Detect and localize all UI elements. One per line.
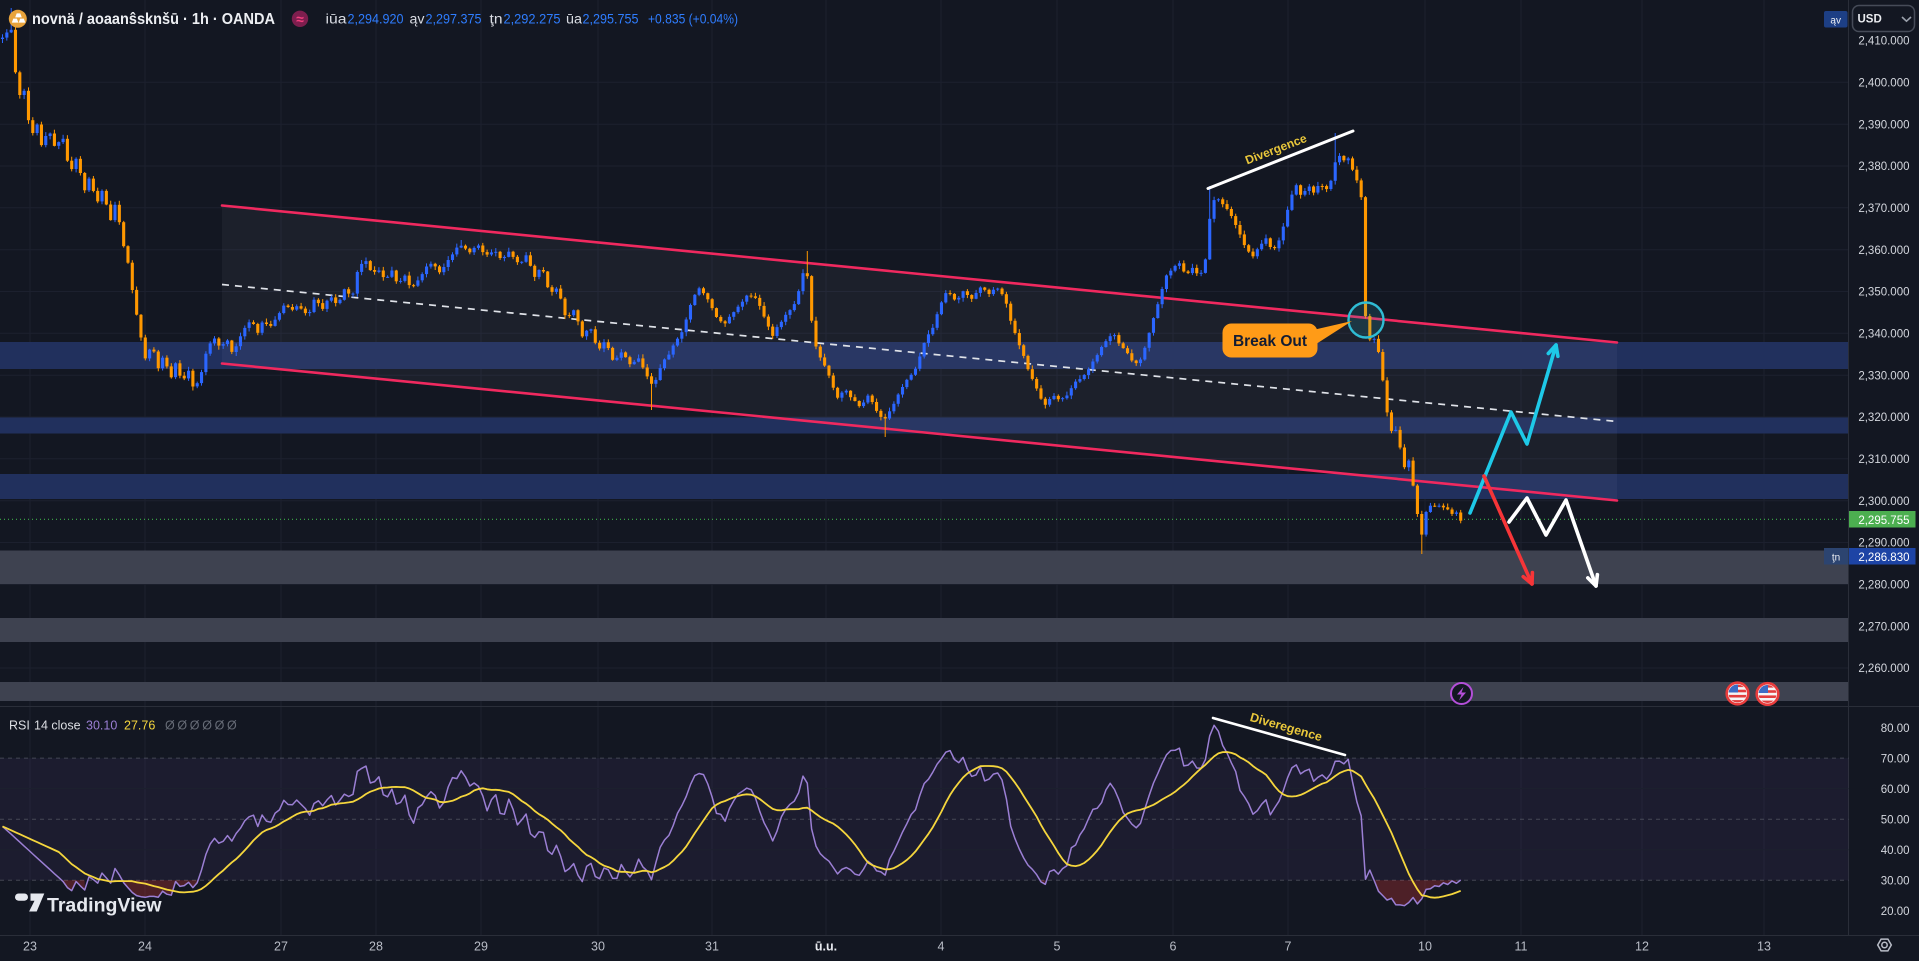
svg-text:14 close: 14 close	[34, 719, 81, 733]
svg-text:2,340.000: 2,340.000	[1858, 329, 1909, 341]
svg-text:2,370.000: 2,370.000	[1858, 203, 1909, 215]
svg-text:24: 24	[138, 940, 152, 954]
svg-text:ūa: ūa	[566, 12, 583, 27]
svg-text:5: 5	[1054, 940, 1061, 954]
svg-text:2,260.000: 2,260.000	[1858, 663, 1909, 675]
svg-text:ţn: ţn	[490, 12, 503, 27]
svg-text:2,360.000: 2,360.000	[1858, 245, 1909, 257]
svg-text:≈: ≈	[296, 11, 304, 27]
svg-text:Ø: Ø	[190, 719, 200, 733]
svg-text:iūa: iūa	[326, 12, 348, 27]
svg-text:60.00: 60.00	[1881, 784, 1910, 796]
svg-text:2,410.000: 2,410.000	[1858, 36, 1909, 48]
svg-text:Ø: Ø	[165, 719, 175, 733]
svg-text:6: 6	[1170, 940, 1177, 954]
svg-text:40.00: 40.00	[1881, 845, 1910, 857]
svg-text:USD: USD	[1858, 14, 1882, 26]
svg-text:2,350.000: 2,350.000	[1858, 287, 1909, 299]
svg-text:novnä / aoaanŝsknšū · 1h · OAN: novnä / aoaanŝsknšū · 1h · OANDA	[32, 11, 275, 28]
svg-text:29: 29	[474, 940, 488, 954]
svg-text:7: 7	[1285, 940, 1292, 954]
svg-text:4: 4	[938, 940, 945, 954]
svg-text:11: 11	[1515, 940, 1528, 954]
svg-text:70.00: 70.00	[1881, 753, 1910, 765]
svg-text:2,295.755: 2,295.755	[1858, 515, 1909, 527]
svg-text:2,280.000: 2,280.000	[1858, 580, 1909, 592]
svg-text:30: 30	[591, 940, 605, 954]
svg-text:2,310.000: 2,310.000	[1858, 454, 1909, 466]
svg-text:ū.u.: ū.u.	[815, 940, 837, 954]
svg-text:10: 10	[1418, 940, 1432, 954]
svg-text:Break Out: Break Out	[1233, 333, 1307, 350]
svg-text:TradingView: TradingView	[47, 895, 162, 917]
svg-text:50.00: 50.00	[1881, 814, 1910, 826]
svg-text:27.76: 27.76	[124, 719, 155, 733]
svg-text:Ø: Ø	[215, 719, 225, 733]
svg-text:2,292.275: 2,292.275	[504, 12, 561, 27]
svg-text:30.10: 30.10	[86, 719, 117, 733]
svg-text:80.00: 80.00	[1881, 723, 1910, 735]
svg-text:20.00: 20.00	[1881, 906, 1910, 918]
svg-text:Ø: Ø	[202, 719, 212, 733]
svg-text:2,286.830: 2,286.830	[1858, 552, 1909, 564]
svg-text:2,320.000: 2,320.000	[1858, 412, 1909, 424]
svg-text:2,390.000: 2,390.000	[1858, 119, 1909, 131]
svg-text:RSI: RSI	[9, 719, 30, 733]
svg-text:ąv: ąv	[410, 12, 425, 27]
svg-text:27: 27	[274, 940, 288, 954]
svg-text:2,270.000: 2,270.000	[1858, 621, 1909, 633]
svg-text:12: 12	[1635, 940, 1649, 954]
svg-text:Ø: Ø	[177, 719, 187, 733]
svg-text:2,330.000: 2,330.000	[1858, 370, 1909, 382]
svg-text:2,290.000: 2,290.000	[1858, 538, 1909, 550]
svg-text:13: 13	[1757, 940, 1771, 954]
svg-text:2,295.755: 2,295.755	[583, 12, 639, 27]
svg-text:2,300.000: 2,300.000	[1858, 496, 1909, 508]
svg-text:23: 23	[23, 940, 37, 954]
svg-text:+0.835 (+0.04%): +0.835 (+0.04%)	[648, 12, 738, 27]
svg-text:28: 28	[369, 940, 383, 954]
svg-text:Ø: Ø	[227, 719, 237, 733]
svg-text:ţn: ţn	[1832, 553, 1840, 564]
svg-text:31: 31	[705, 940, 719, 954]
svg-text:2,297.375: 2,297.375	[426, 12, 482, 27]
svg-text:30.00: 30.00	[1881, 876, 1910, 888]
svg-text:2,400.000: 2,400.000	[1858, 78, 1909, 90]
svg-text:2,380.000: 2,380.000	[1858, 161, 1909, 173]
svg-text:ąv: ąv	[1830, 15, 1841, 26]
svg-text:2,294.920: 2,294.920	[348, 12, 404, 27]
